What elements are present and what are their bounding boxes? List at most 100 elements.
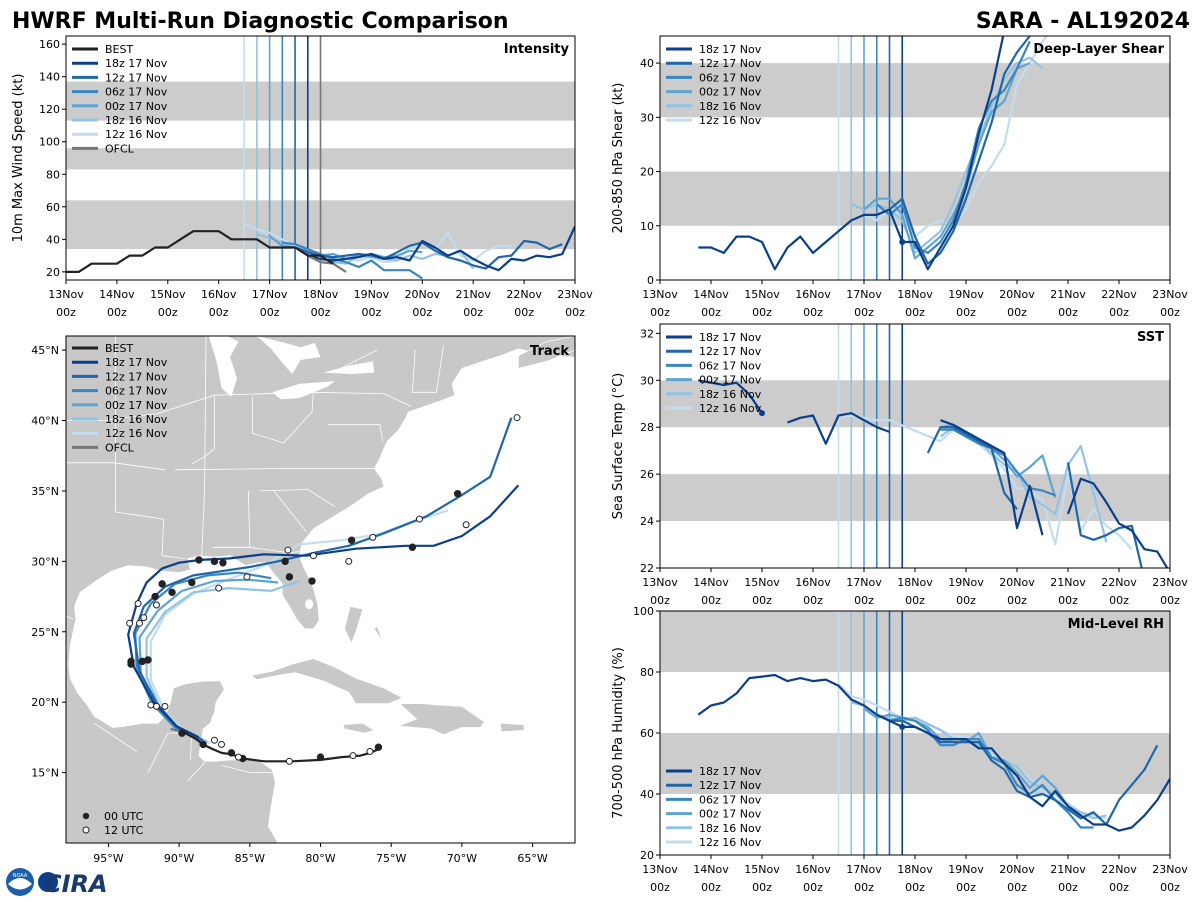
sst-xtick-day: 17Nov — [846, 576, 882, 589]
rh-panel: 20 40 60 80 100 13Nov 00z 14Nov 00z 15Nov 00z 16Nov… — [611, 605, 1188, 894]
track-marker-00utc — [281, 557, 289, 566]
rh-xtick-hour: 00z — [854, 881, 874, 894]
shear-series-06z-17-Nov — [876, 40, 1031, 254]
border-line-0 — [115, 336, 185, 559]
rh-best-endpoint — [899, 723, 906, 730]
border-line-5 — [273, 490, 307, 533]
sst-xtick-hour: 00z — [1007, 594, 1027, 607]
noaa-logo-bird — [8, 878, 32, 890]
sst-xtick-hour: 00z — [803, 594, 823, 607]
shear-band-1 — [660, 63, 1170, 118]
shear-xtick-day: 14Nov — [693, 288, 729, 301]
shear-title: Deep-Layer Shear — [1033, 42, 1164, 57]
sst-xtick-hour: 00z — [1058, 594, 1078, 607]
intensity-ytick-label: 40 — [46, 233, 60, 246]
rh-xtick-hour: 00z — [752, 881, 772, 894]
sst-best-line — [698, 379, 763, 414]
track-title: Track — [530, 344, 569, 359]
intensity-legend-label: 18z 16 Nov — [105, 114, 168, 127]
track-ytick-label: 15°N — [31, 767, 59, 780]
intensity-xtick-hour: 00z — [362, 306, 382, 319]
track-legend-label: 12z 17 Nov — [105, 370, 168, 383]
intensity-xtick-day: 14Nov — [99, 288, 135, 301]
rh-xtick-hour: 00z — [1007, 881, 1027, 894]
rh-xtick-day: 14Nov — [693, 863, 729, 876]
sst-xtick-day: 15Nov — [744, 576, 780, 589]
border-line-17 — [221, 765, 276, 773]
border-line-12 — [411, 345, 444, 393]
track-marker-00utc — [408, 543, 417, 551]
track-marker-00utc — [347, 536, 356, 544]
intensity-xtick-hour: 00z — [107, 306, 127, 319]
rh-ylabel: 700-500 hPa Humidity (%) — [611, 647, 626, 819]
track-marker-12utc — [369, 533, 377, 541]
shear-xtick-hour: 00z — [701, 306, 721, 319]
sst-series-18z-17-Nov — [940, 419, 1169, 568]
track-ytick-label: 45°N — [31, 344, 59, 357]
intensity-xtick-day: 16Nov — [201, 288, 237, 301]
cira-logo-text: CIRA — [44, 870, 108, 898]
track-marker-12utc — [309, 552, 317, 560]
rh-legend-label: 06z 17 Nov — [699, 793, 762, 806]
border-line-19 — [108, 673, 152, 717]
shear-ylabel: 200-850 hPa Shear (kt) — [611, 83, 626, 234]
intensity-ofcl-line — [307, 254, 347, 273]
rh-xtick-day: 17Nov — [846, 863, 882, 876]
sst-best-endpoint — [759, 410, 765, 417]
shear-legend-label: 00z 17 Nov — [699, 86, 762, 99]
track-marker-00utc — [308, 577, 316, 585]
rh-xtick-hour: 00z — [1160, 881, 1180, 894]
track-marker-00utc — [158, 580, 166, 588]
rh-series-12z-17-Nov — [889, 719, 1159, 826]
track-legend-12utc-label: 12 UTC — [104, 824, 144, 837]
rh-ytick-label: 60 — [640, 727, 654, 740]
intensity-xtick-hour: 00z — [565, 306, 585, 319]
sst-xtick-day: 16Nov — [795, 576, 831, 589]
sst-ytick-label: 32 — [640, 327, 654, 340]
intensity-series-06z-17-Nov — [282, 241, 423, 280]
shear-ytick-label: 30 — [640, 111, 654, 124]
track-ytick-label: 30°N — [31, 555, 59, 568]
rh-legend-label: 12z 17 Nov — [699, 779, 762, 792]
cira-logo: CIRA — [38, 870, 108, 898]
sst-xtick-day: 18Nov — [897, 576, 933, 589]
intensity-legend-label: 18z 17 Nov — [105, 57, 168, 70]
track-marker-12utc — [462, 521, 470, 529]
track-map-area — [66, 336, 575, 843]
track-ytick-label: 20°N — [31, 696, 59, 709]
shear-ytick-label: 10 — [640, 220, 654, 233]
lake-erie — [272, 381, 335, 400]
rh-ytick-label: 100 — [633, 605, 654, 618]
track-marker-00utc — [285, 573, 294, 581]
track-marker-12utc — [349, 752, 357, 760]
track-marker-12utc — [284, 546, 292, 554]
land-north-america — [66, 336, 575, 843]
sst-xtick-day: 22Nov — [1101, 576, 1137, 589]
shear-xtick-hour: 00z — [1160, 306, 1180, 319]
land-hispaniola — [398, 703, 485, 735]
track-legend-label: 12z 16 Nov — [105, 427, 168, 440]
track-legend-label: OFCL — [105, 441, 135, 454]
rh-xtick-day: 22Nov — [1101, 863, 1137, 876]
track-marker-00utc — [178, 729, 186, 737]
intensity-xtick-hour: 00z — [514, 306, 534, 319]
intensity-ytick-label: 60 — [46, 201, 60, 214]
land-puerto-rico — [499, 722, 525, 733]
sst-series-12z-17-Nov — [926, 426, 1143, 568]
border-line-4 — [259, 489, 335, 507]
rh-xtick-day: 19Nov — [948, 863, 984, 876]
track-ytick-label: 25°N — [31, 626, 59, 639]
intensity-xtick-day: 20Nov — [405, 288, 441, 301]
sst-ytick-label: 28 — [640, 421, 654, 434]
intensity-best-line — [66, 230, 334, 273]
shear-legend-label: 12z 17 Nov — [699, 57, 762, 70]
sst-ytick-label: 30 — [640, 374, 654, 387]
track-xtick-label: 70°W — [447, 852, 477, 865]
sst-xtick-day: 19Nov — [948, 576, 984, 589]
storm-name: SARA - AL192024 — [976, 9, 1190, 34]
track-marker-00utc — [151, 592, 159, 601]
rh-band-0 — [660, 733, 1170, 794]
track-marker-00utc — [195, 556, 203, 564]
shear-series-00z-17-Nov — [863, 62, 1031, 260]
sst-xtick-hour: 00z — [752, 594, 772, 607]
